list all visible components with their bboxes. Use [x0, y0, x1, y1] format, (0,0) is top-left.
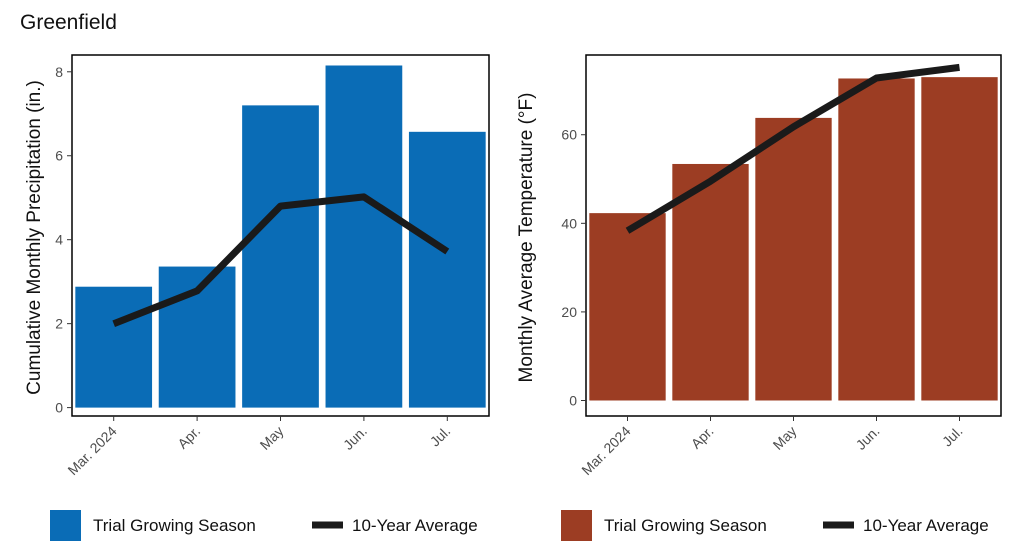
y-tick-label-temp-3: 60 — [561, 127, 577, 143]
y-axis-title-precip: Cumulative Monthly Precipitation (in.) — [24, 80, 45, 395]
y-tick-label-precip-0: 0 — [55, 400, 63, 416]
y-tick-label-temp-2: 40 — [561, 215, 577, 231]
bar-temp-0 — [589, 213, 666, 401]
y-tick-label-precip-2: 4 — [55, 232, 63, 248]
bar-temp-2 — [755, 117, 832, 401]
y-tick-label-precip-4: 8 — [55, 64, 63, 80]
temp-panel: 0 20 40 60 Mar. 2024 Apr. May Jun. Jul. Monthly A… — [516, 54, 1002, 541]
x-tick-label-temp-1: Apr. — [688, 423, 717, 452]
x-tick-label-precip-4: Jul. — [427, 423, 454, 450]
x-tick-label-precip-0: Mar. 2024 — [64, 423, 119, 478]
bar-precip-0 — [75, 286, 153, 408]
figure-title: Greenfield — [20, 11, 117, 34]
legend-label-bar-precip: Trial Growing Season — [93, 516, 256, 535]
y-tick-label-temp-0: 0 — [569, 392, 577, 408]
avg-line-temp — [625, 63, 960, 234]
bar-precip-2 — [242, 105, 319, 408]
y-axis-title-temp: Monthly Average Temperature (°F) — [516, 93, 537, 383]
y-tick-label-precip-3: 6 — [55, 148, 63, 164]
x-tick-label-temp-0: Mar. 2024 — [578, 423, 633, 478]
legend-label-line-precip: 10-Year Average — [352, 516, 478, 535]
bar-precip-4 — [408, 131, 486, 408]
legend-swatch-bar-precip — [50, 510, 81, 541]
avg-line-precip — [112, 193, 450, 327]
legend-label-line-temp: 10-Year Average — [863, 516, 989, 535]
precip-panel: 0 2 4 6 8 Mar. 2024 Apr. May Jun. Jul. Cumulative … — [24, 54, 490, 541]
bar-precip-3 — [325, 65, 403, 408]
x-tick-label-temp-4: Jul. — [939, 423, 966, 450]
y-tick-label-temp-1: 20 — [561, 304, 577, 320]
bar-temp-3 — [838, 78, 915, 401]
x-tick-label-temp-3: Jun. — [853, 423, 883, 453]
bar-temp-4 — [921, 77, 998, 401]
x-tick-label-precip-1: Apr. — [174, 423, 203, 452]
legend-swatch-bar-temp — [561, 510, 592, 541]
x-tick-label-precip-2: May — [257, 423, 287, 453]
bar-temp-1 — [672, 163, 749, 401]
y-tick-label-precip-1: 2 — [55, 316, 63, 332]
x-tick-label-precip-3: Jun. — [340, 423, 370, 453]
legend-label-bar-temp: Trial Growing Season — [604, 516, 767, 535]
x-tick-label-temp-2: May — [770, 423, 800, 453]
